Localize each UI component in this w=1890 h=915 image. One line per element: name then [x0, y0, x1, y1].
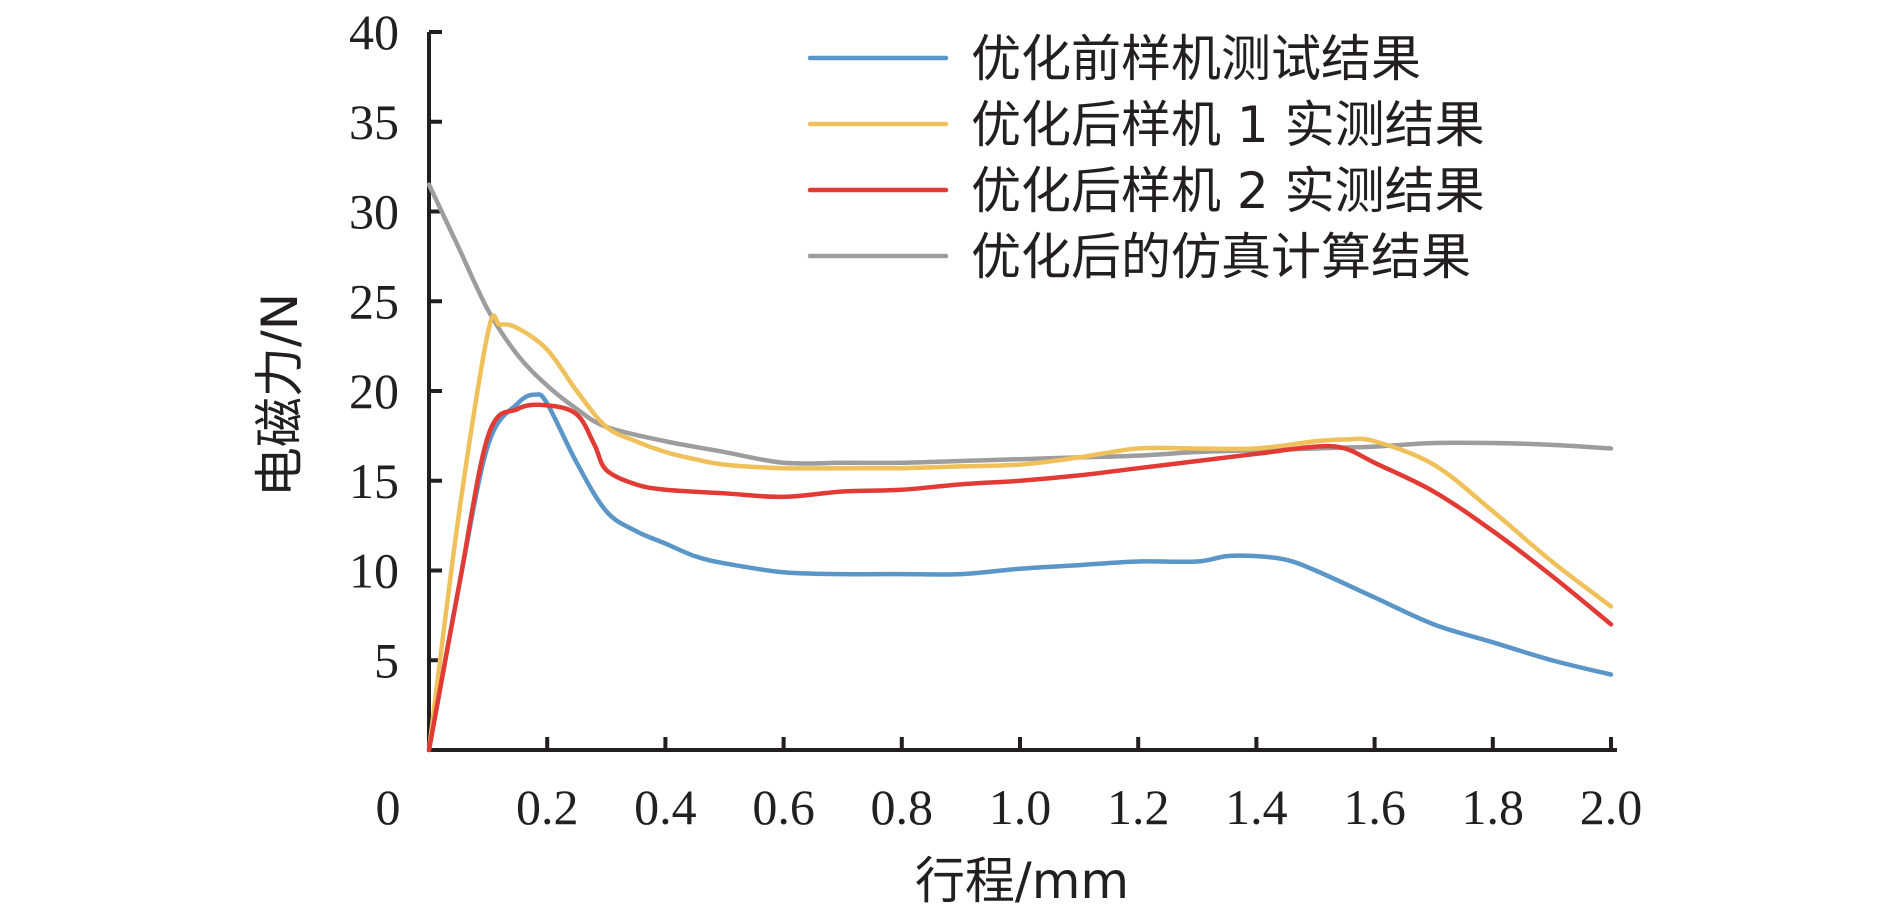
x-tick-label: 0.4 [634, 779, 697, 835]
x-tick-label: 1.0 [989, 779, 1052, 835]
x-tick-label: 0.6 [752, 779, 815, 835]
y-tick-label: 5 [374, 632, 399, 688]
legend-label-4: 优化后的仿真计算结果 [971, 228, 1471, 286]
series-line-3 [426, 402, 1614, 753]
series-line-2 [426, 313, 1614, 753]
x-tick-label: 0.8 [871, 779, 934, 835]
y-axis-title: 电磁力/N [251, 293, 309, 497]
series-line-4 [426, 182, 1614, 466]
x-tick-label: 1.2 [1107, 779, 1170, 835]
legend-label-2: 优化后样机 1 实测结果 [971, 96, 1485, 154]
y-tick-label: 10 [349, 543, 399, 599]
x-tick-label: 2.0 [1580, 779, 1643, 835]
ticks: 0.2 0.4 0.6 0.8 1.0 1.2 1.4 1.6 1.8 2.0 5 10 15 20 25 3… [349, 4, 1642, 835]
y-tick-label: 20 [349, 363, 399, 419]
x-tick-label: 1.8 [1462, 779, 1525, 835]
x-tick-label: 0.2 [516, 779, 579, 835]
x-axis-title: 行程/mm [915, 852, 1129, 910]
series-line-1 [426, 392, 1614, 753]
y-tick-label: 40 [349, 4, 399, 60]
y-tick-label: 15 [349, 453, 399, 509]
legend-label-3: 优化后样机 2 实测结果 [971, 162, 1485, 220]
y-tick-label: 35 [349, 94, 399, 150]
y-tick-label: 30 [349, 184, 399, 240]
y-tick-label: 25 [349, 273, 399, 329]
origin-label: 0 [376, 779, 401, 835]
x-tick-label: 1.4 [1225, 779, 1288, 835]
series [426, 182, 1614, 753]
legend-label-1: 优化前样机测试结果 [971, 30, 1421, 88]
x-tick-label: 1.6 [1343, 779, 1406, 835]
